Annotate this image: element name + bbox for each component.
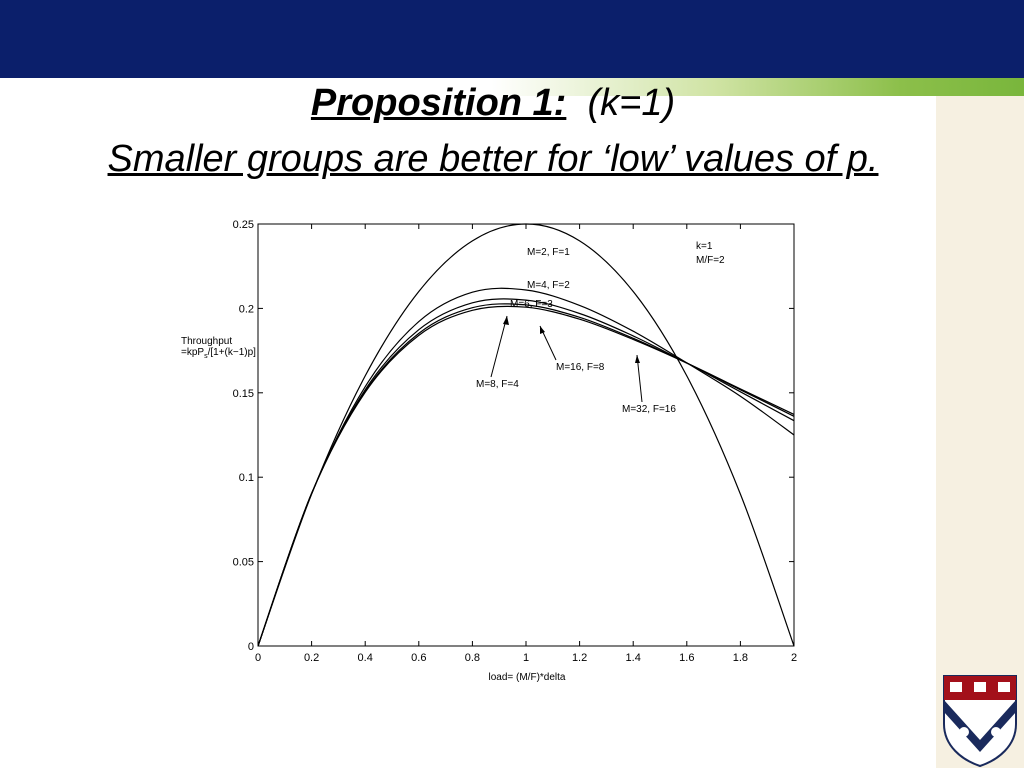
curve-group	[257, 223, 795, 647]
x-tick-label: 0.2	[304, 652, 319, 664]
ylabel-line2: =kpPs/[1+(k−1)p]	[181, 347, 256, 360]
header-stripe	[0, 78, 1024, 96]
annotation-m2: M=2, F=1	[527, 247, 570, 258]
slide-title: Proposition 1: (k=1)	[0, 82, 986, 125]
side-panel	[936, 96, 1024, 768]
x-tick-label: 2	[791, 652, 797, 664]
header-bar	[0, 0, 1024, 78]
x-tick-label: 1.4	[626, 652, 641, 664]
arrowhead-m32	[635, 355, 640, 363]
curve-series-2	[257, 287, 795, 647]
annotation-m6: M=6, F=3	[510, 299, 553, 310]
y-tick-label: 0.25	[233, 219, 254, 231]
y-tick-label: 0.15	[233, 388, 254, 400]
y-tick-label: 0.1	[239, 472, 254, 484]
legend-mf: M/F=2	[696, 255, 725, 266]
arrowhead-m8	[503, 316, 509, 325]
x-tick-label: 0.4	[358, 652, 373, 664]
y-tick-label: 0.05	[233, 557, 254, 569]
x-tick-label: 0.8	[465, 652, 480, 664]
y-tick-label: 0.2	[239, 303, 254, 315]
slide-subtitle: Smaller groups are better for ‘low’ valu…	[107, 138, 879, 180]
annotation-m4: M=4, F=2	[527, 280, 570, 291]
x-tick-label: 0.6	[411, 652, 426, 664]
curve-series-3	[257, 298, 795, 647]
curve-series-1	[257, 223, 795, 647]
title-k: (k=1)	[587, 82, 676, 124]
x-tick-label: 1.8	[733, 652, 748, 664]
penn-shield-logo	[943, 675, 1017, 768]
curve-series-5	[257, 305, 795, 647]
ylabel-line1: Throughput	[181, 336, 232, 347]
arrowhead-m16	[540, 326, 545, 334]
xlabel: load= (M/F)*delta	[489, 672, 566, 683]
axis-ticks: 0 0.2 0.4 0.6 0.8 1 1.2 1.4 1.6 1.8 2 0 0.05 0.1 0.15 0…	[233, 219, 797, 664]
x-tick-label: 1.2	[572, 652, 587, 664]
annotation-m8: M=8, F=4	[476, 379, 519, 390]
y-tick-label: 0	[248, 641, 254, 653]
annotation-m32: M=32, F=16	[622, 404, 676, 415]
x-tick-label: 1	[523, 652, 529, 664]
x-tick-label: 1.6	[679, 652, 694, 664]
legend-k: k=1	[696, 241, 713, 252]
annotation-m16: M=16, F=8	[556, 362, 605, 373]
title-proposition: Proposition 1:	[310, 82, 567, 124]
arrow-m8	[490, 315, 508, 378]
curve-series-4	[257, 303, 795, 647]
x-tick-label: 0	[255, 652, 261, 664]
